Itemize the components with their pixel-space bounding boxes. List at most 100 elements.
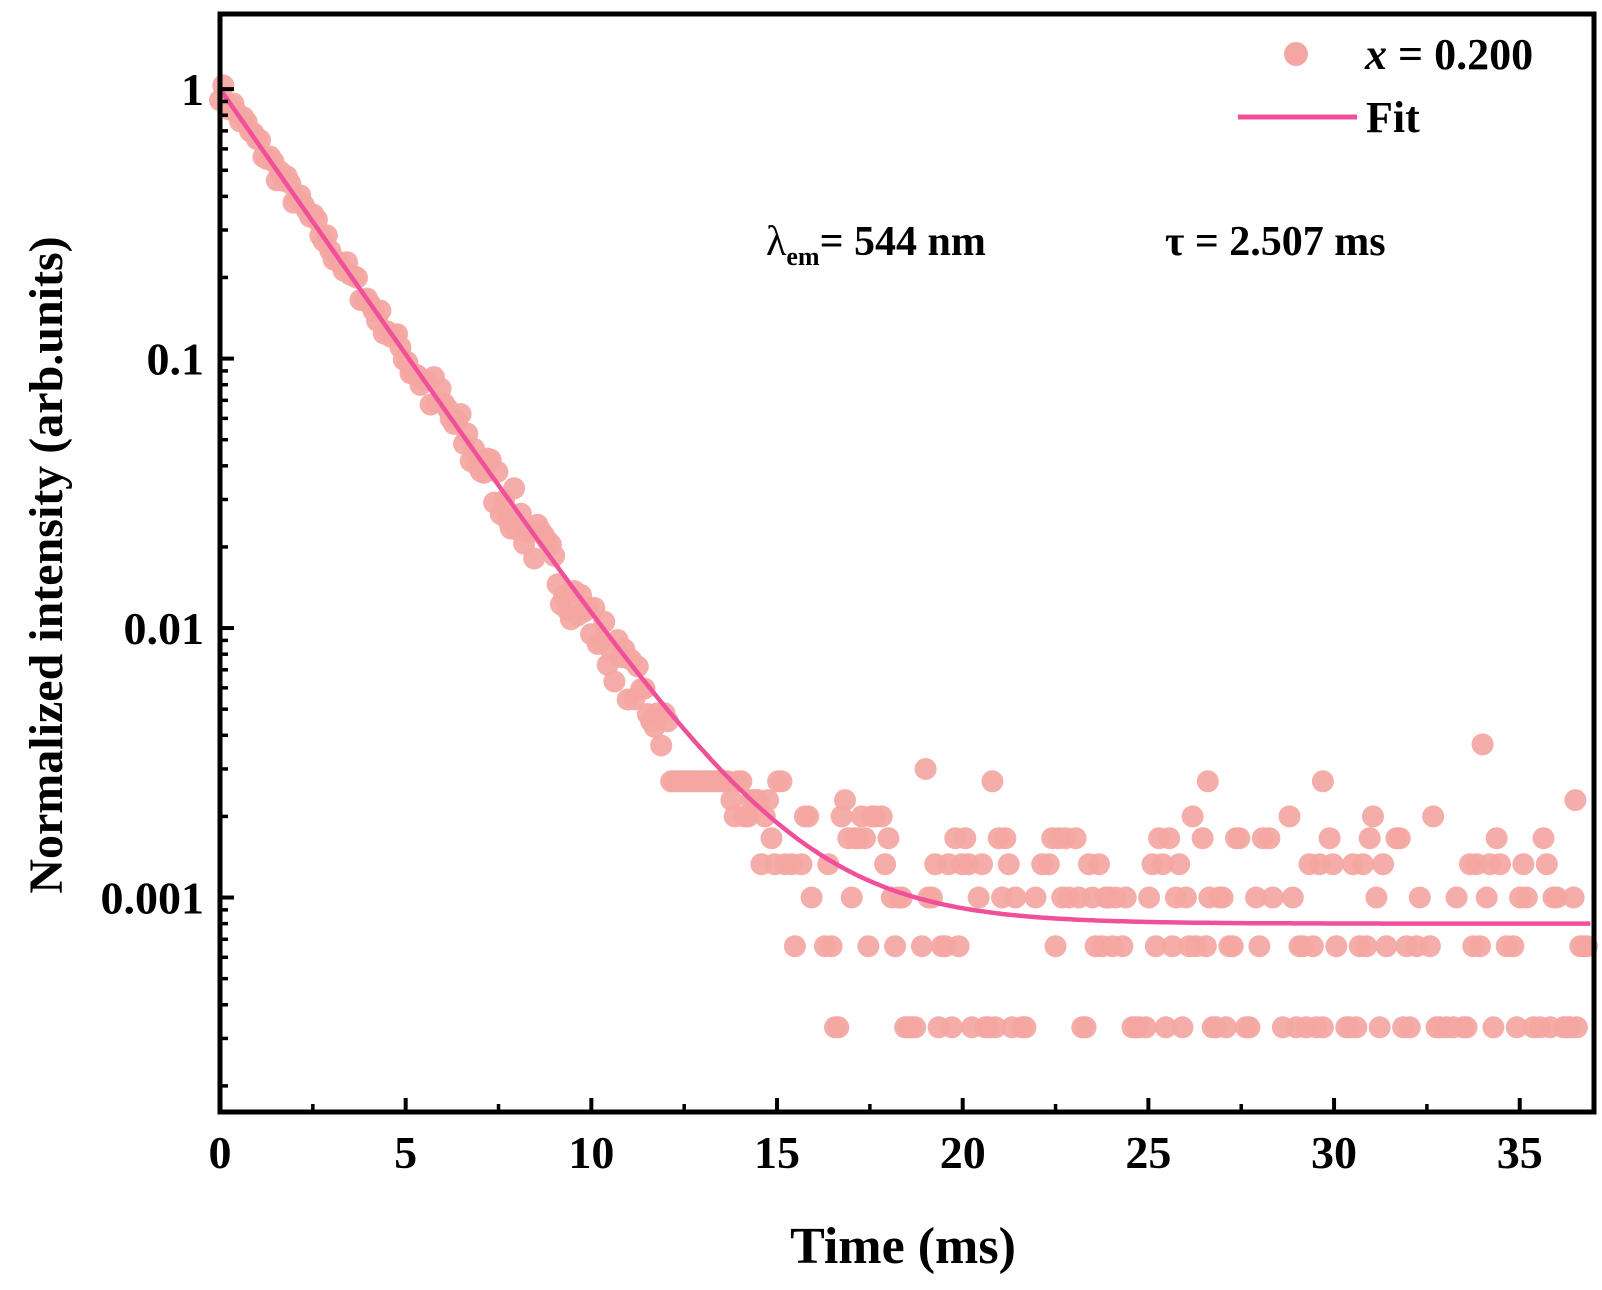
data-point [994, 827, 1017, 850]
data-point [1532, 827, 1555, 850]
data-point [984, 1016, 1007, 1039]
data-point [1278, 805, 1301, 828]
data-point [1375, 935, 1398, 958]
data-point [954, 827, 977, 850]
data-point [449, 403, 472, 425]
x-tick-label: 10 [568, 1127, 614, 1178]
data-point [904, 1016, 927, 1039]
data-point [1248, 935, 1271, 958]
data-point [1565, 1016, 1588, 1039]
data-point [1024, 886, 1047, 909]
legend-marker [1284, 42, 1308, 66]
data-point [593, 610, 616, 633]
data-point [1372, 853, 1395, 876]
data-point [1238, 1016, 1261, 1039]
data-point [1321, 853, 1344, 876]
data-point [1311, 770, 1334, 793]
plot-frame [217, 11, 1597, 1115]
data-point [720, 789, 743, 812]
data-point [874, 853, 897, 876]
data-point [1489, 853, 1511, 876]
data-point [369, 299, 392, 322]
data-point [877, 827, 900, 850]
legend-label-fit: Fit [1366, 93, 1420, 142]
data-point [1352, 853, 1374, 876]
data-point [1215, 1016, 1237, 1039]
data-point [870, 805, 893, 828]
data-point [1408, 886, 1431, 909]
data-point [770, 770, 793, 793]
data-point [757, 789, 780, 812]
scatter-series [209, 74, 1598, 1039]
y-tick-label: 1 [181, 64, 204, 115]
data-point [1355, 935, 1378, 958]
x-tick-label: 15 [754, 1127, 800, 1178]
data-point [1004, 886, 1027, 909]
data-point [650, 734, 673, 757]
data-point [523, 547, 546, 570]
data-point [1358, 827, 1381, 850]
data-point [1064, 827, 1087, 850]
data-point [1485, 827, 1508, 850]
annotation-tau: τ = 2.507 ms [1165, 219, 1386, 265]
data-point [1088, 853, 1110, 876]
data-point [947, 935, 970, 958]
data-point [603, 670, 626, 693]
data-point [1138, 886, 1161, 909]
data-point [1502, 935, 1525, 958]
y-axis-label: Normalized intensity (arb.units) [20, 236, 73, 893]
y-tick-label: 0.001 [101, 873, 205, 924]
data-point [1562, 886, 1585, 909]
data-point [1211, 886, 1234, 909]
data-point [1174, 886, 1197, 909]
data-point [820, 935, 843, 958]
data-point [1422, 805, 1445, 828]
data-point [1221, 935, 1244, 958]
data-point [1325, 935, 1348, 958]
data-point [1111, 935, 1134, 958]
data-point [800, 886, 823, 909]
data-point [884, 935, 907, 958]
data-point [1345, 1016, 1368, 1039]
data-point [1545, 886, 1568, 909]
data-point [1301, 935, 1324, 958]
data-point [1398, 1016, 1421, 1039]
data-point [940, 1016, 963, 1039]
data-point [1245, 886, 1268, 909]
data-point [633, 677, 656, 700]
data-point [780, 853, 803, 876]
data-point [1365, 886, 1388, 909]
data-point [626, 655, 649, 678]
data-point [1161, 935, 1184, 958]
data-point [830, 805, 853, 828]
data-point [1445, 886, 1468, 909]
data-point [1114, 886, 1137, 909]
data-point [997, 853, 1020, 876]
data-point [1471, 733, 1494, 756]
x-tick-label: 30 [1311, 1127, 1357, 1178]
data-point [1168, 853, 1191, 876]
legend-label-series: x = 0.200 [1364, 30, 1533, 79]
data-point [1455, 1016, 1478, 1039]
data-point [783, 935, 806, 958]
data-point [1044, 935, 1067, 958]
data-point [503, 477, 526, 500]
data-point [1181, 805, 1204, 828]
data-point [1158, 827, 1181, 850]
data-point [910, 935, 933, 958]
legend: x = 0.200 Fit [1238, 30, 1533, 142]
data-point [1196, 770, 1219, 793]
x-tick-label: 5 [394, 1127, 417, 1178]
data-point [1074, 1016, 1097, 1039]
data-point [1362, 805, 1384, 828]
data-point [1418, 935, 1441, 958]
data-point [1154, 1016, 1177, 1039]
x-axis-label: Time (ms) [790, 1218, 1016, 1275]
data-point [1515, 886, 1538, 909]
annotation-lambda: λem= 544 nm [766, 219, 986, 271]
data-point [1368, 1016, 1391, 1039]
data-point [797, 805, 820, 828]
data-point [1564, 789, 1587, 812]
data-point [760, 827, 783, 850]
data-point [1191, 827, 1214, 850]
